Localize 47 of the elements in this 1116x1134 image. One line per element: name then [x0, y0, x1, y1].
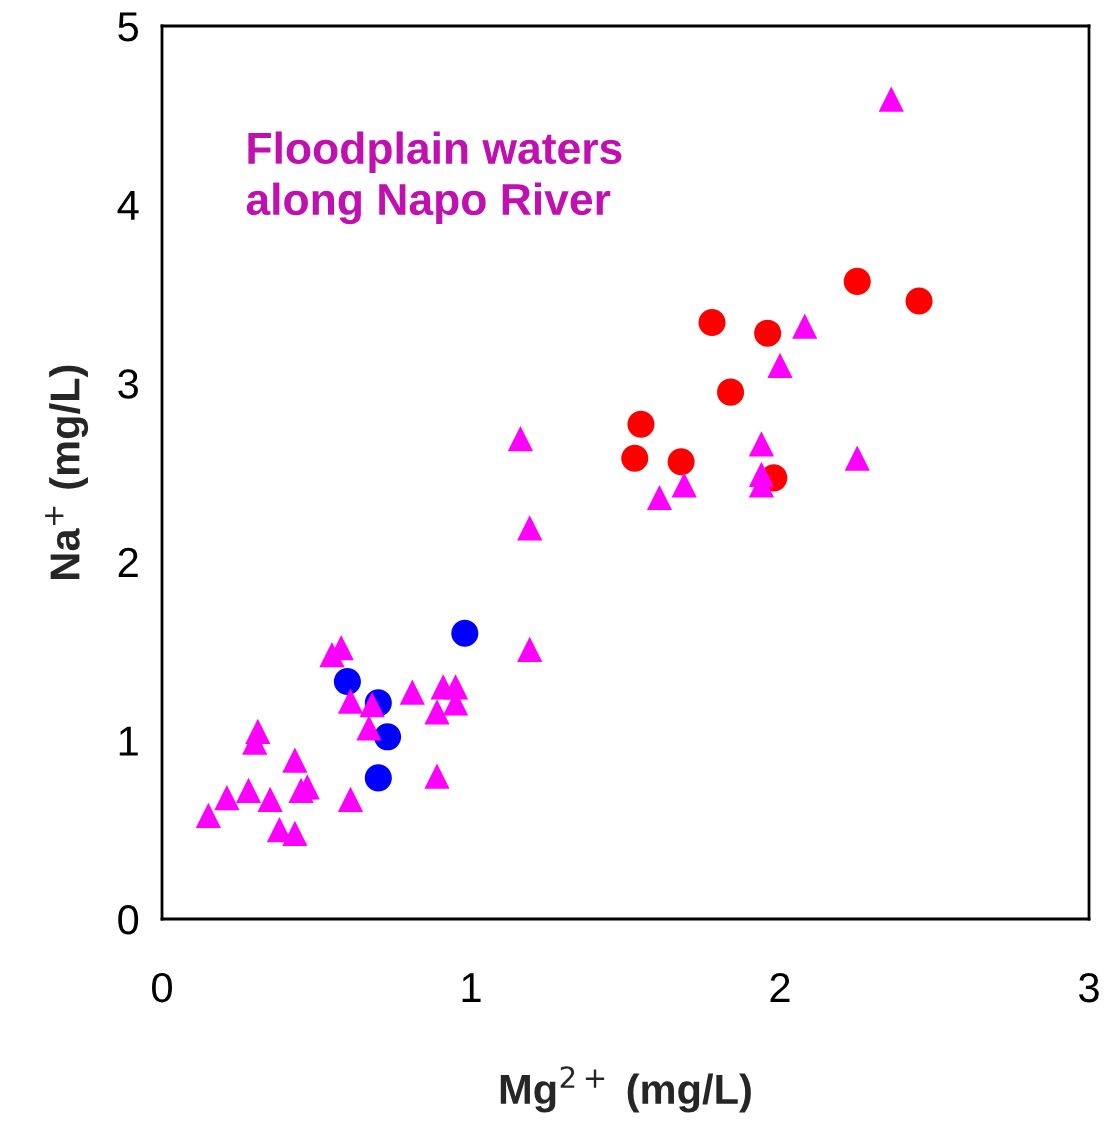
point	[878, 86, 904, 112]
x-tick-label: 2	[770, 972, 790, 1002]
y-axis-title: Na$^{+}$ (mg/L)	[45, 365, 89, 579]
point	[359, 692, 385, 718]
x-tick-label: 0	[152, 972, 172, 1003]
y-tick-label: 2	[118, 547, 138, 577]
point	[214, 784, 240, 811]
point	[517, 636, 543, 662]
point	[698, 308, 726, 337]
point	[717, 378, 745, 406]
point	[399, 679, 425, 705]
y-tick-label: 4	[117, 191, 139, 220]
point	[667, 448, 695, 476]
point	[424, 763, 450, 789]
point	[646, 484, 673, 511]
point	[337, 786, 364, 812]
point	[424, 699, 450, 725]
x-axis-title: Mg$^{2+}$ (mg/L)	[500, 1066, 751, 1113]
point	[282, 747, 308, 773]
point	[195, 802, 221, 829]
point	[282, 820, 308, 846]
point	[364, 764, 392, 792]
point	[356, 715, 382, 741]
point	[621, 444, 649, 472]
x-tick-label: 3	[1079, 972, 1099, 1003]
annotation: Floodplain waters along Napo River	[246, 131, 622, 225]
y-tick-label: 1	[119, 726, 138, 756]
point	[235, 777, 262, 804]
point	[792, 313, 818, 339]
y-tick-label: 0	[118, 905, 139, 935]
point	[844, 445, 870, 471]
x-tick-label: 1	[462, 973, 481, 1002]
point	[843, 267, 871, 295]
point	[337, 688, 364, 714]
point	[517, 515, 543, 541]
point	[767, 352, 793, 378]
point	[754, 319, 782, 347]
point	[748, 431, 775, 457]
point	[507, 425, 534, 452]
y-tick-label: 3	[118, 369, 138, 399]
y-tick-label: 5	[118, 12, 139, 42]
point	[627, 410, 655, 438]
point	[451, 619, 479, 647]
point	[333, 667, 361, 695]
point	[257, 786, 283, 812]
point	[905, 287, 933, 315]
point	[671, 472, 697, 498]
